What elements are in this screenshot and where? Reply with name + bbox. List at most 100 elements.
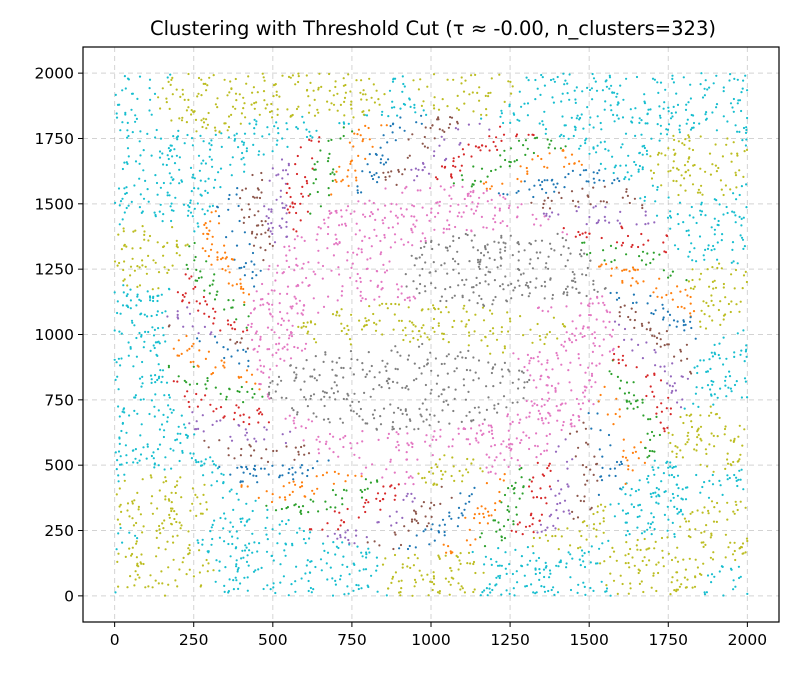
scatter-point (359, 294, 362, 297)
scatter-point (326, 522, 329, 525)
scatter-point (345, 209, 348, 212)
scatter-point (452, 235, 455, 238)
scatter-point (401, 329, 405, 332)
scatter-point (511, 443, 514, 446)
scatter-point (223, 244, 226, 247)
scatter-point (641, 250, 645, 253)
scatter-point (649, 169, 653, 172)
scatter-point (134, 448, 137, 451)
scatter-point (640, 119, 643, 122)
scatter-point (732, 510, 735, 513)
scatter-point (182, 556, 185, 560)
scatter-point (551, 293, 555, 297)
scatter-point (178, 254, 181, 257)
scatter-point (162, 213, 165, 216)
scatter-point (551, 535, 554, 538)
scatter-point (115, 112, 118, 115)
scatter-point (152, 299, 155, 303)
scatter-point (115, 361, 118, 364)
scatter-point (437, 420, 440, 423)
scatter-point (698, 278, 701, 281)
scatter-point (500, 593, 503, 596)
scatter-point (490, 77, 493, 80)
scatter-point (735, 503, 738, 506)
scatter-point (417, 427, 420, 430)
scatter-point (652, 574, 655, 577)
scatter-point (535, 217, 538, 221)
scatter-point (204, 394, 207, 397)
scatter-point (570, 341, 574, 344)
scatter-point (263, 438, 266, 441)
scatter-point (733, 77, 736, 80)
scatter-point (248, 423, 251, 426)
scatter-point (272, 559, 275, 562)
scatter-point (498, 209, 501, 212)
scatter-point (443, 262, 446, 265)
scatter-point (366, 163, 369, 166)
scatter-point (361, 140, 364, 143)
scatter-point (473, 513, 476, 516)
scatter-point (472, 110, 475, 113)
scatter-point (420, 104, 423, 107)
scatter-point (557, 213, 560, 216)
scatter-point (669, 413, 672, 416)
scatter-point (304, 342, 308, 345)
scatter-point (731, 553, 735, 556)
scatter-point (429, 126, 432, 130)
scatter-point (196, 202, 199, 205)
scatter-point (562, 135, 565, 138)
scatter-point (183, 98, 186, 101)
scatter-point (580, 255, 583, 258)
scatter-point (176, 138, 179, 141)
scatter-point (725, 357, 728, 360)
scatter-point (676, 512, 679, 515)
scatter-point (494, 363, 497, 366)
scatter-point (523, 574, 526, 577)
scatter-point (550, 199, 553, 202)
scatter-point (489, 329, 492, 333)
scatter-point (583, 585, 586, 589)
scatter-point (607, 149, 610, 152)
scatter-point (246, 347, 249, 350)
scatter-point (705, 591, 709, 594)
scatter-point (286, 145, 289, 148)
scatter-point (465, 539, 468, 542)
scatter-point (508, 317, 512, 320)
scatter-point (266, 301, 269, 304)
scatter-point (387, 171, 390, 174)
scatter-point (448, 511, 451, 514)
scatter-point (646, 374, 649, 377)
scatter-point (159, 137, 163, 140)
scatter-point (472, 212, 475, 215)
scatter-point (168, 149, 172, 153)
scatter-point (622, 438, 625, 441)
scatter-point (581, 232, 584, 235)
scatter-point (163, 519, 166, 522)
scatter-point (532, 379, 535, 382)
scatter-point (733, 473, 736, 477)
scatter-point (443, 188, 446, 191)
scatter-point (510, 484, 513, 487)
scatter-point (153, 405, 156, 408)
scatter-point (434, 215, 437, 218)
scatter-point (118, 261, 121, 265)
scatter-point (157, 96, 160, 99)
scatter-point (643, 556, 646, 559)
scatter-point (635, 223, 638, 226)
scatter-point (378, 371, 381, 374)
scatter-point (681, 513, 684, 516)
scatter-point (499, 478, 502, 481)
scatter-point (579, 499, 582, 502)
scatter-point (240, 158, 243, 161)
scatter-point (575, 327, 578, 330)
scatter-point (520, 203, 523, 206)
scatter-point (240, 484, 243, 487)
scatter-point (223, 78, 226, 81)
scatter-point (727, 546, 730, 549)
scatter-point (116, 264, 119, 267)
scatter-point (510, 92, 513, 95)
scatter-point (335, 361, 338, 364)
scatter-point (730, 300, 733, 303)
scatter-point (407, 241, 410, 244)
scatter-point (326, 551, 330, 554)
